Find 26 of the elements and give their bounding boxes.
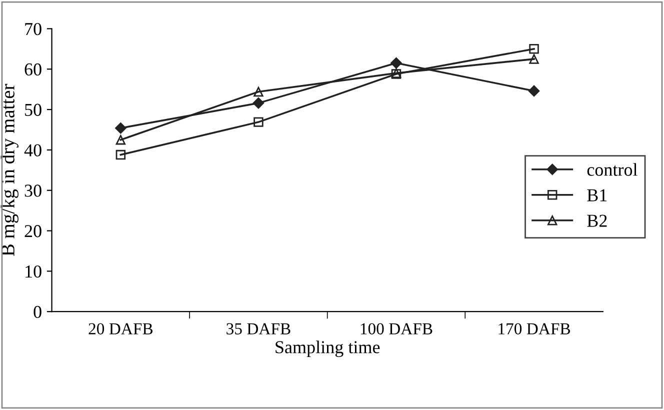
point [254,86,264,97]
x-tick-label: 100 DAFB [360,323,432,334]
x-tick-label: 170 DAFB [498,323,570,334]
y-tick-label: 40 [24,144,42,156]
point [252,97,264,109]
x-tick-label: 20 DAFB [88,323,153,334]
legend-label: B1 [587,189,607,202]
y-tick-label: 50 [25,104,42,116]
point [390,57,402,69]
point [529,44,539,54]
point [115,122,126,134]
legend-label: control [587,163,638,176]
point [116,150,126,160]
y-tick-label: 10 [26,265,42,278]
point [529,54,539,64]
x-tick-label: 35 DAFB [226,323,290,334]
point [116,134,126,145]
point [528,85,540,97]
legend-label: B2 [587,214,607,227]
y-tick-label: 20 [24,225,42,238]
y-tick-label: 0 [34,306,42,318]
point [254,117,264,127]
y-tick-label: 60 [24,63,42,76]
y-tick-label: 70 [25,22,42,36]
x-axis-title: Sampling time [276,340,380,358]
y-tick-label: 30 [24,184,42,197]
